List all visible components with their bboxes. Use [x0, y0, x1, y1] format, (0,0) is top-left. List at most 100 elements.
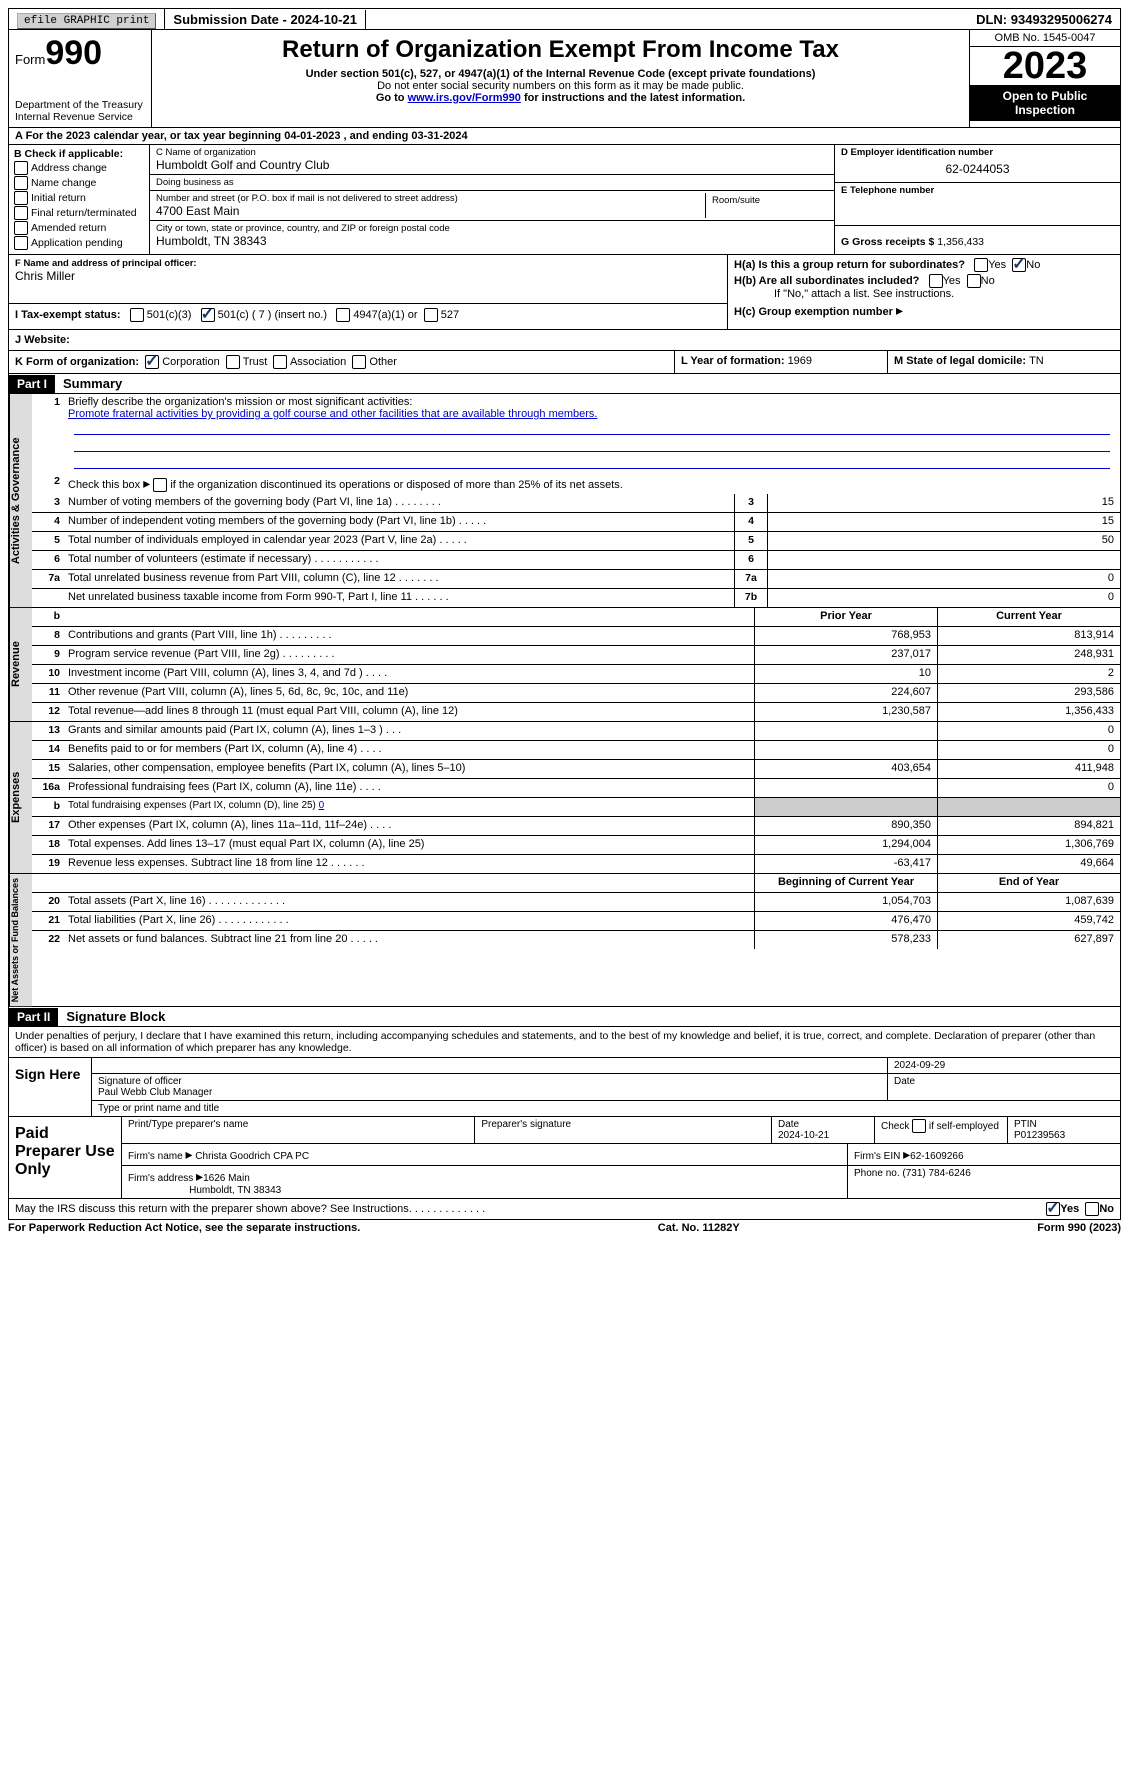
chk-ha-yes[interactable]: [974, 258, 988, 272]
chk-discuss-yes[interactable]: [1046, 1202, 1060, 1216]
prep-date: 2024-10-21: [778, 1130, 829, 1141]
fh-row: F Name and address of principal officer:…: [8, 255, 1121, 330]
submission-date: Submission Date - 2024-10-21: [165, 10, 366, 29]
penalties-text: Under penalties of perjury, I declare th…: [9, 1027, 1120, 1058]
table-row: 5Total number of individuals employed in…: [32, 532, 1120, 551]
open-to-public: Open to Public Inspection: [970, 85, 1120, 121]
chk-assoc[interactable]: [273, 355, 287, 369]
table-row: 3Number of voting members of the governi…: [32, 494, 1120, 513]
chk-address-change[interactable]: [14, 161, 28, 175]
firm-ein: 62-1609266: [910, 1151, 963, 1162]
year-formation: 1969: [788, 355, 812, 367]
paid-preparer-label: Paid Preparer Use Only: [9, 1117, 122, 1198]
table-row: 6Total number of volunteers (estimate if…: [32, 551, 1120, 570]
table-row: 7aTotal unrelated business revenue from …: [32, 570, 1120, 589]
top-bar: efile GRAPHIC print Submission Date - 20…: [8, 8, 1121, 30]
box-b: B Check if applicable: Address change Na…: [9, 145, 150, 254]
dln: DLN: 93493295006274: [968, 10, 1120, 29]
efile-print-button[interactable]: efile GRAPHIC print: [17, 13, 156, 29]
table-row: 4Number of independent voting members of…: [32, 513, 1120, 532]
chk-amended-return[interactable]: [14, 221, 28, 235]
header-grid: B Check if applicable: Address change Na…: [8, 145, 1121, 255]
chk-hb-no[interactable]: [967, 274, 981, 288]
signature-block: Under penalties of perjury, I declare th…: [8, 1027, 1121, 1199]
side-revenue: Revenue: [9, 608, 32, 721]
irs-label: Internal Revenue Service: [15, 111, 145, 123]
state-domicile: TN: [1029, 355, 1044, 367]
chk-501c3[interactable]: [130, 308, 144, 322]
table-row: 18Total expenses. Add lines 13–17 (must …: [32, 836, 1120, 855]
principal-officer: Chris Miller: [15, 269, 721, 283]
sig-date: 2024-09-29: [888, 1058, 1120, 1073]
table-row: 9Program service revenue (Part VIII, lin…: [32, 646, 1120, 665]
chk-hb-yes[interactable]: [929, 274, 943, 288]
tax-year: 2023: [970, 47, 1120, 85]
mission-text: Promote fraternal activities by providin…: [68, 408, 598, 420]
discuss-row: May the IRS discuss this return with the…: [8, 1199, 1121, 1220]
chk-name-change[interactable]: [14, 176, 28, 190]
klm-row: K Form of organization: Corporation Trus…: [8, 351, 1121, 374]
table-row: 15Salaries, other compensation, employee…: [32, 760, 1120, 779]
footer: For Paperwork Reduction Act Notice, see …: [8, 1220, 1121, 1236]
tax-year-row: A For the 2023 calendar year, or tax yea…: [8, 128, 1121, 145]
table-row: bTotal fundraising expenses (Part IX, co…: [32, 798, 1120, 817]
table-row: 22Net assets or fund balances. Subtract …: [32, 931, 1120, 949]
side-activities: Activities & Governance: [9, 394, 32, 607]
chk-501c-other[interactable]: [201, 308, 215, 322]
table-row: 21Total liabilities (Part X, line 26) . …: [32, 912, 1120, 931]
h-b-note: If "No," attach a list. See instructions…: [734, 288, 1114, 300]
form-note2: Go to www.irs.gov/Form990 for instructio…: [160, 92, 961, 104]
h-c-label: H(c) Group exemption number: [734, 306, 896, 318]
dept-treasury: Department of the Treasury: [15, 99, 145, 111]
org-name: Humboldt Golf and Country Club: [156, 158, 828, 172]
irs-link[interactable]: www.irs.gov/Form990: [408, 92, 521, 104]
table-row: 19Revenue less expenses. Subtract line 1…: [32, 855, 1120, 873]
summary-revenue: Revenue b Prior Year Current Year 8Contr…: [8, 608, 1121, 722]
form-header: Form990 Department of the Treasury Inter…: [8, 30, 1121, 128]
table-row: 11Other revenue (Part VIII, column (A), …: [32, 684, 1120, 703]
sign-here-label: Sign Here: [9, 1058, 92, 1116]
ein-value: 62-0244053: [841, 158, 1114, 180]
chk-self-employed[interactable]: [912, 1119, 926, 1133]
table-row: 12Total revenue—add lines 8 through 11 (…: [32, 703, 1120, 721]
chk-4947[interactable]: [336, 308, 350, 322]
chk-ha-no[interactable]: [1012, 258, 1026, 272]
chk-trust[interactable]: [226, 355, 240, 369]
firm-addr2: Humboldt, TN 38343: [189, 1185, 281, 1196]
box-deg: D Employer identification number 62-0244…: [834, 145, 1120, 254]
part-ii-bar: Part II Signature Block: [8, 1007, 1121, 1027]
officer-name: Paul Webb Club Manager: [98, 1087, 212, 1098]
chk-discontinued[interactable]: [153, 478, 167, 492]
chk-other[interactable]: [352, 355, 366, 369]
firm-name: Christa Goodrich CPA PC: [195, 1151, 309, 1162]
street-address: 4700 East Main: [156, 204, 705, 218]
efile-label: efile GRAPHIC print: [9, 9, 165, 29]
ptin-value: P01239563: [1014, 1130, 1065, 1141]
chk-application-pending[interactable]: [14, 236, 28, 250]
side-expenses: Expenses: [9, 722, 32, 873]
form-number: Form990: [15, 34, 145, 73]
h-b-label: H(b) Are all subordinates included?: [734, 275, 919, 287]
table-row: 8Contributions and grants (Part VIII, li…: [32, 627, 1120, 646]
table-row: Net unrelated business taxable income fr…: [32, 589, 1120, 607]
chk-discuss-no[interactable]: [1085, 1202, 1099, 1216]
website-row: J Website:: [8, 330, 1121, 351]
table-row: 10Investment income (Part VIII, column (…: [32, 665, 1120, 684]
form-note1: Do not enter social security numbers on …: [160, 80, 961, 92]
chk-527[interactable]: [424, 308, 438, 322]
form-subtitle: Under section 501(c), 527, or 4947(a)(1)…: [160, 68, 961, 80]
part-i-bar: Part I Summary: [8, 374, 1121, 394]
firm-addr1: 1626 Main: [203, 1173, 250, 1184]
summary-activities: Activities & Governance 1 Briefly descri…: [8, 394, 1121, 608]
chk-final-return[interactable]: [14, 206, 28, 220]
gross-receipts: 1,356,433: [937, 236, 984, 248]
h-a-label: H(a) Is this a group return for subordin…: [734, 259, 965, 271]
table-row: 14Benefits paid to or for members (Part …: [32, 741, 1120, 760]
table-row: 17Other expenses (Part IX, column (A), l…: [32, 817, 1120, 836]
chk-initial-return[interactable]: [14, 191, 28, 205]
summary-netassets: Net Assets or Fund Balances Beginning of…: [8, 874, 1121, 1007]
table-row: 20Total assets (Part X, line 16) . . . .…: [32, 893, 1120, 912]
city-state-zip: Humboldt, TN 38343: [156, 234, 828, 248]
firm-phone: (731) 784-6246: [902, 1168, 970, 1179]
chk-corp[interactable]: [145, 355, 159, 369]
